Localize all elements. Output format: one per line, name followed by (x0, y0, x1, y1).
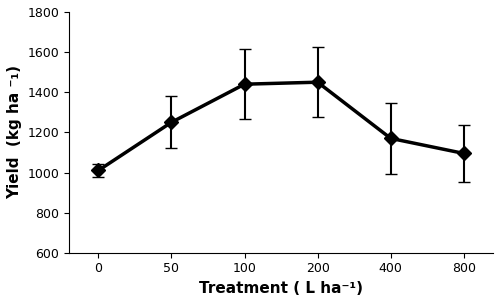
X-axis label: Treatment ( L ha⁻¹): Treatment ( L ha⁻¹) (199, 281, 363, 296)
Y-axis label: Yield  (kg ha ⁻₁): Yield (kg ha ⁻₁) (7, 65, 22, 199)
